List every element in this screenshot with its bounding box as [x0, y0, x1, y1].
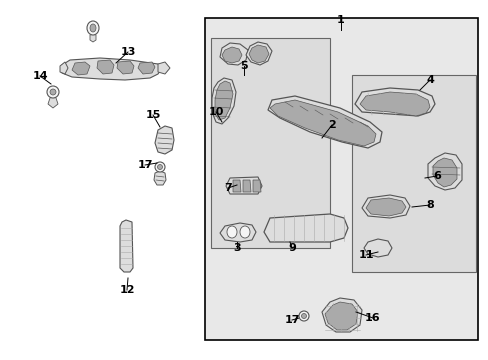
Bar — [351, 75, 475, 272]
Text: 17: 17 — [137, 160, 152, 170]
Ellipse shape — [298, 311, 308, 321]
Polygon shape — [361, 195, 409, 218]
Polygon shape — [72, 62, 90, 75]
Polygon shape — [267, 96, 381, 148]
Text: 10: 10 — [208, 107, 223, 117]
Text: 1: 1 — [336, 15, 344, 25]
Polygon shape — [117, 61, 134, 74]
Polygon shape — [264, 214, 347, 242]
Polygon shape — [212, 78, 236, 124]
Polygon shape — [427, 153, 461, 190]
Polygon shape — [97, 60, 114, 74]
Polygon shape — [365, 198, 405, 216]
Polygon shape — [138, 62, 155, 74]
Polygon shape — [62, 58, 162, 80]
Text: 11: 11 — [358, 250, 373, 260]
Bar — [204, 18, 477, 340]
Polygon shape — [90, 34, 96, 42]
Text: 13: 13 — [120, 47, 135, 57]
Ellipse shape — [50, 89, 56, 95]
Ellipse shape — [301, 314, 306, 319]
Text: 2: 2 — [327, 120, 335, 130]
Polygon shape — [232, 180, 241, 192]
Polygon shape — [154, 171, 165, 185]
Text: 9: 9 — [287, 243, 295, 253]
Polygon shape — [220, 43, 247, 65]
Polygon shape — [325, 302, 357, 330]
Polygon shape — [354, 88, 434, 116]
Polygon shape — [252, 180, 261, 192]
Text: 6: 6 — [432, 171, 440, 181]
Polygon shape — [155, 126, 174, 154]
Polygon shape — [225, 177, 262, 194]
Text: 17: 17 — [284, 315, 299, 325]
Ellipse shape — [47, 86, 59, 98]
Ellipse shape — [155, 162, 164, 172]
Polygon shape — [359, 92, 429, 116]
Polygon shape — [222, 47, 242, 63]
Polygon shape — [48, 96, 58, 108]
Ellipse shape — [226, 226, 237, 238]
Text: 12: 12 — [119, 285, 135, 295]
Text: 7: 7 — [224, 183, 231, 193]
Polygon shape — [245, 42, 271, 65]
Polygon shape — [215, 81, 232, 120]
Polygon shape — [120, 220, 133, 272]
Polygon shape — [243, 180, 250, 192]
Polygon shape — [269, 100, 375, 146]
Ellipse shape — [240, 226, 249, 238]
Polygon shape — [248, 45, 268, 63]
Ellipse shape — [157, 165, 162, 170]
Text: 3: 3 — [233, 243, 240, 253]
Polygon shape — [321, 298, 361, 332]
Polygon shape — [363, 239, 391, 257]
Text: 4: 4 — [425, 75, 433, 85]
Polygon shape — [158, 62, 170, 74]
Text: 5: 5 — [240, 61, 247, 71]
Polygon shape — [220, 223, 256, 242]
Text: 16: 16 — [365, 313, 380, 323]
Ellipse shape — [87, 21, 99, 35]
Polygon shape — [432, 158, 456, 187]
Text: 8: 8 — [425, 200, 433, 210]
Ellipse shape — [90, 24, 96, 32]
Bar — [210, 38, 329, 248]
Text: 15: 15 — [145, 110, 161, 120]
Polygon shape — [60, 62, 68, 74]
Text: 14: 14 — [32, 71, 48, 81]
